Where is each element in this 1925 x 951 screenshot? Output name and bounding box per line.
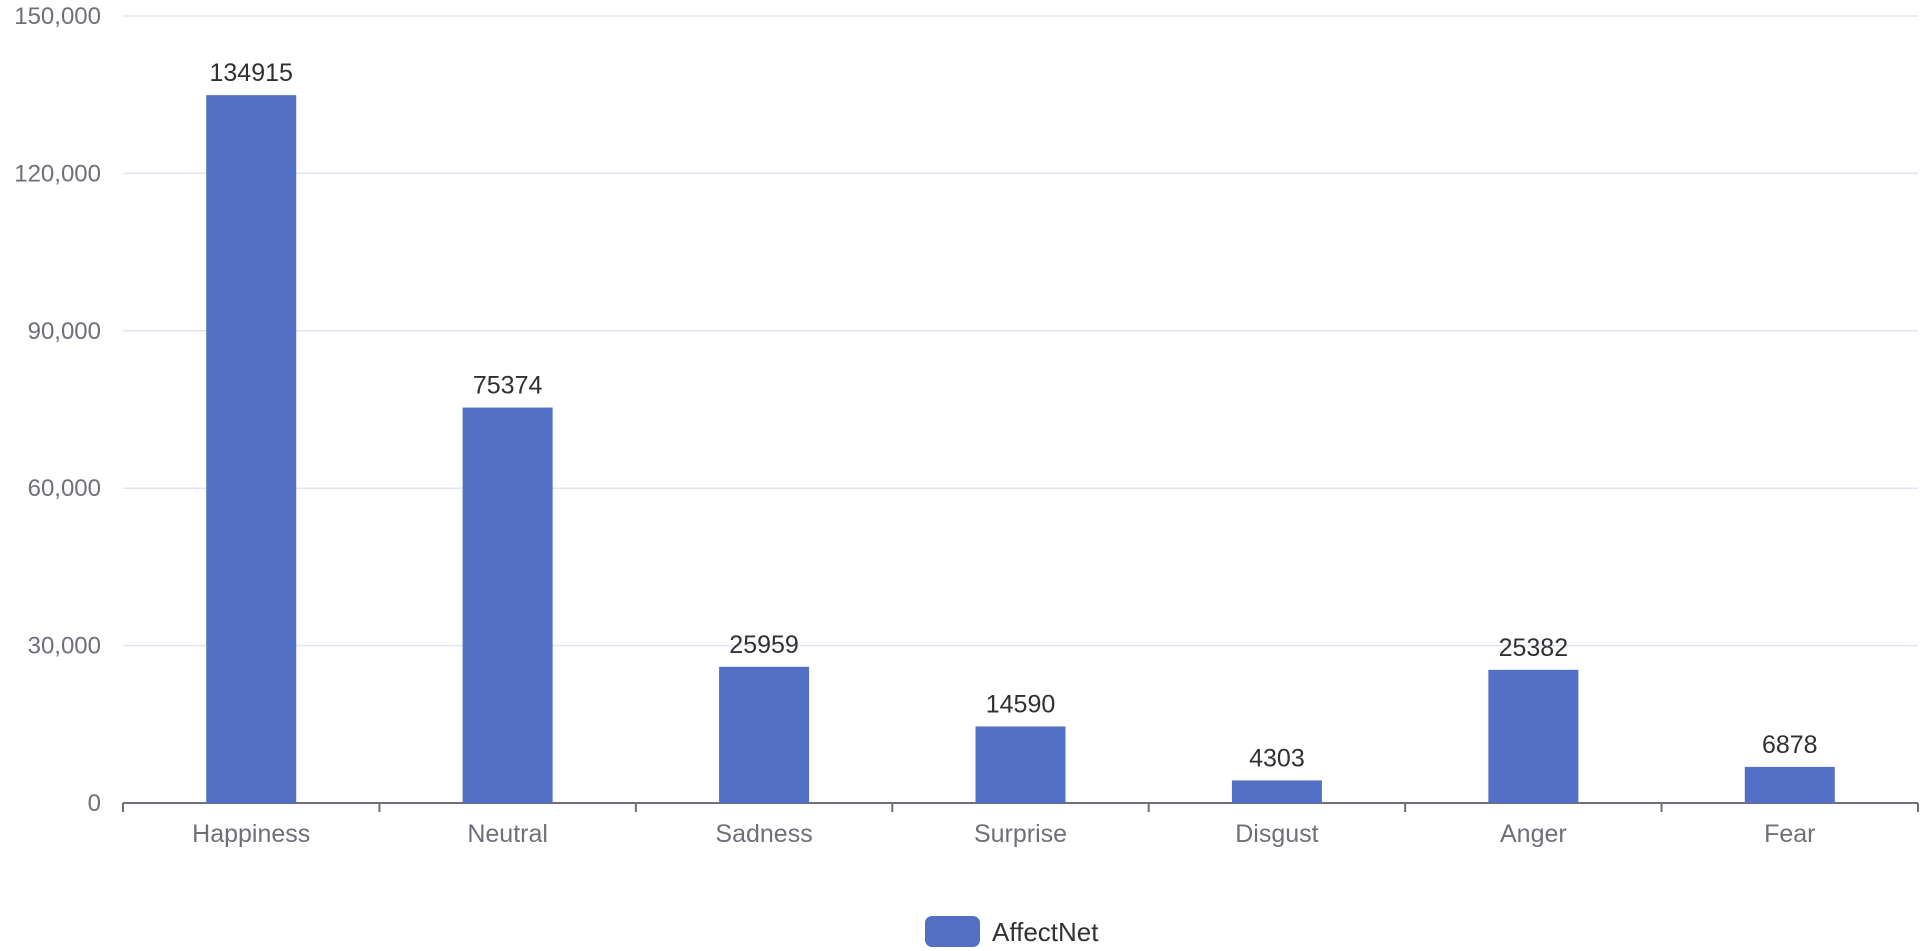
bar-anger[interactable]	[1488, 669, 1579, 803]
bar-happiness[interactable]	[206, 95, 297, 803]
data-label: 75374	[473, 372, 543, 400]
data-label: 25959	[729, 631, 799, 659]
x-tick-label: Sadness	[715, 820, 812, 848]
bar-neutral[interactable]	[462, 407, 553, 803]
data-label: 25382	[1499, 634, 1569, 662]
bar-disgust[interactable]	[1231, 780, 1322, 803]
data-label: 14590	[986, 690, 1056, 718]
x-tick-label: Disgust	[1235, 820, 1318, 848]
legend-swatch-affectnet[interactable]	[925, 916, 980, 947]
y-tick-label: 150,000	[14, 3, 101, 30]
data-label: 134915	[209, 59, 292, 87]
y-tick-label: 120,000	[14, 160, 101, 187]
y-tick-label: 60,000	[28, 475, 101, 502]
bar-fear[interactable]	[1744, 766, 1835, 803]
bar-sadness[interactable]	[719, 666, 810, 803]
x-tick-label: Neutral	[467, 820, 548, 848]
legend-label-affectnet[interactable]: AffectNet	[992, 917, 1099, 947]
x-tick-label: Fear	[1764, 820, 1815, 848]
y-tick-label: 30,000	[28, 633, 101, 660]
y-tick-label: 90,000	[28, 318, 101, 345]
y-tick-label: 0	[88, 790, 101, 817]
bar-surprise[interactable]	[975, 726, 1066, 803]
data-label: 4303	[1249, 744, 1305, 772]
data-label: 6878	[1762, 731, 1818, 759]
x-tick-label: Surprise	[974, 820, 1067, 848]
x-tick-label: Anger	[1500, 820, 1567, 848]
x-tick-label: Happiness	[192, 820, 310, 848]
